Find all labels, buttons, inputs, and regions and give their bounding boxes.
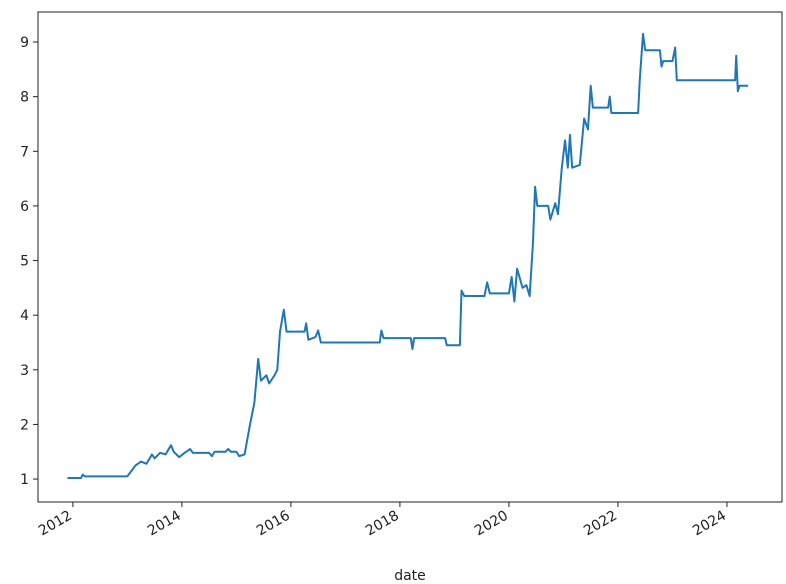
y-tick-label: 8 [20, 90, 29, 106]
y-tick-label: 9 [20, 35, 29, 51]
x-tick-label: 2024 [690, 508, 729, 540]
x-tick-label: 2018 [363, 508, 402, 540]
y-tick-label: 5 [20, 254, 29, 270]
y-tick-label: 2 [20, 417, 29, 433]
x-tick-label: 2014 [145, 508, 184, 540]
x-tick-label: 2020 [472, 508, 511, 540]
x-tick-label: 2022 [581, 508, 620, 540]
x-axis-label: date [394, 568, 426, 584]
line [67, 32, 749, 479]
y-tick-label: 6 [20, 199, 29, 215]
y-tick-label: 1 [20, 472, 29, 488]
y-tick-label: 7 [20, 144, 29, 160]
y-tick-label: 3 [20, 363, 29, 379]
y-tick-label: 4 [20, 308, 29, 324]
x-tick-label: 2012 [36, 508, 75, 540]
plot-frame [37, 11, 783, 503]
x-tick-label: 2016 [254, 508, 293, 540]
